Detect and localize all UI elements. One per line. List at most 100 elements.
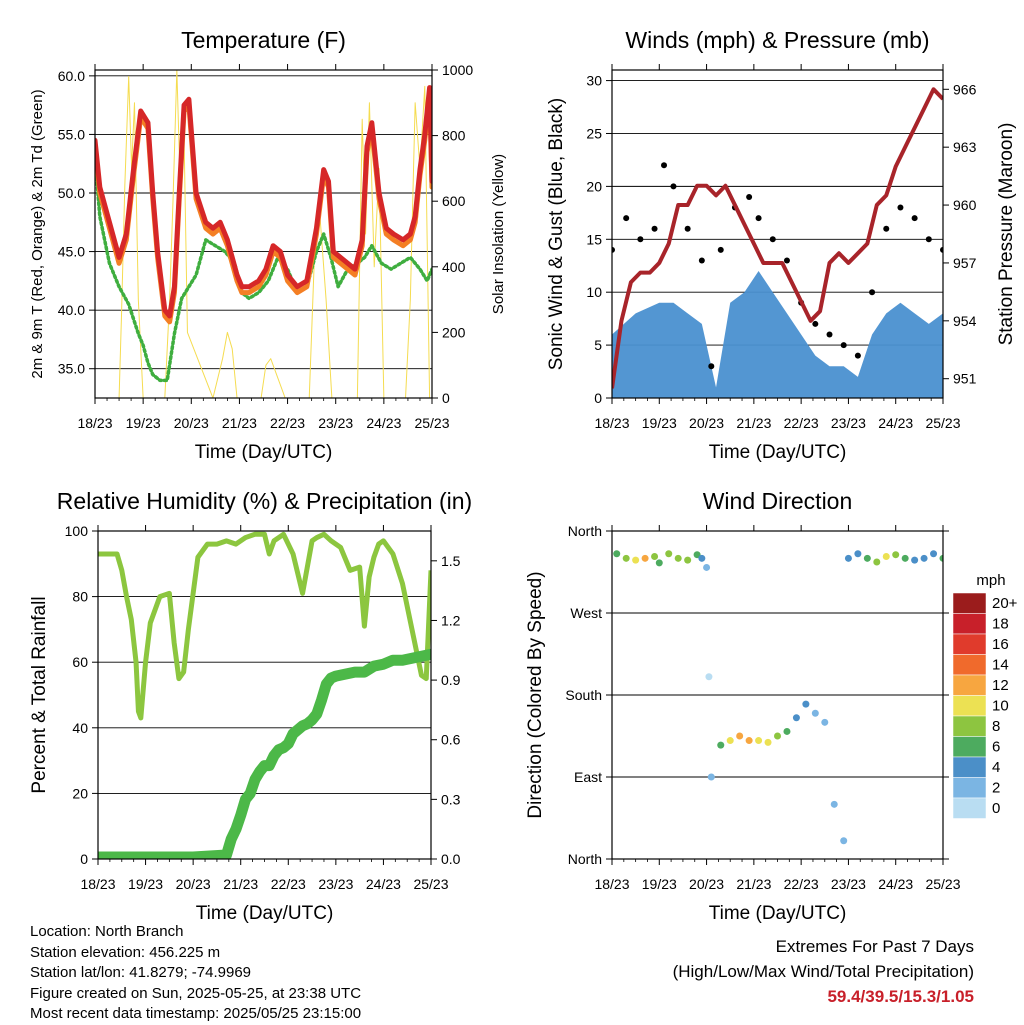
y-tick-label: North [568,523,602,539]
y-axis-label: Percent & Total Rainfall [29,596,50,793]
x-tick-label: 19/23 [126,415,161,431]
y2-tick-label: 400 [442,259,466,275]
y2-tick-label: 951 [953,371,977,387]
plot-frame [97,530,432,860]
latlon-text: Station lat/lon: 41.8279; -74.9969 [30,964,252,981]
direction-point [684,556,692,564]
direction-point [802,700,810,708]
y-tick-label: 40 [72,720,88,736]
gust-point [755,215,762,222]
chart-title: Winds (mph) & Pressure (mb) [625,27,929,53]
legend-label: 10 [992,698,1009,715]
gust-point [670,183,677,190]
x-tick-label: 20/23 [176,876,211,892]
y-tick-label: 30 [586,73,602,89]
x-tick-label: 24/23 [366,415,401,431]
x-tick-label: 24/23 [366,876,401,892]
x-tick-label: 20/23 [689,876,724,892]
plot-area [612,87,943,398]
x-tick-label: 25/23 [925,415,960,431]
extremes-values: 59.4/39.5/15.3/1.05 [827,987,974,1006]
x-tick-label: 21/23 [736,876,771,892]
legend-swatch [952,674,987,696]
y-tick-label: 35.0 [58,361,85,377]
chart-title: Wind Direction [703,488,853,514]
series-sonic-wind [612,271,943,398]
plot-area [95,70,432,398]
gust-point [746,193,753,200]
direction-point [745,737,753,745]
gust-point [612,246,615,253]
direction-point [840,837,848,845]
legend-swatch [952,613,987,635]
direction-point [703,563,711,571]
y2-tick-label: 0.0 [441,851,461,867]
direction-point [613,550,621,558]
direction-point [901,554,909,562]
station-info: Location: North Branch Station elevation… [30,922,361,1025]
y2-tick-label: 0 [442,390,450,406]
y2-tick-label: 0.9 [441,672,461,688]
series-station-pressure [612,87,943,389]
gust-point [826,331,833,338]
direction-point [830,800,838,808]
direction-point [930,550,938,558]
x-tick-label: 18/23 [594,876,629,892]
y-tick-label: South [565,687,602,703]
x-tick-label: 19/23 [642,415,677,431]
extremes-title: Extremes For Past 7 Days [775,937,974,956]
y2-tick-label: 963 [953,139,977,155]
x-tick-label: 19/23 [128,876,163,892]
legend-label: 12 [992,677,1009,694]
y-tick-label: 5 [594,337,602,353]
legend-label: 6 [992,739,1000,756]
x-tick-label: 23/23 [831,415,866,431]
direction-point [698,554,706,562]
legend-swatch [952,756,987,778]
legend-swatch [952,592,987,614]
x-tick-label: 23/23 [318,876,353,892]
y-axis-label: Sonic Wind & Gust (Blue, Black) [546,98,567,370]
gust-point [769,236,776,243]
gust-point [783,257,790,264]
x-tick-label: 23/23 [831,876,866,892]
direction-point [939,554,943,562]
legend-label: 2 [992,780,1000,797]
gust-point [684,225,691,232]
x-tick-label: 23/23 [318,415,353,431]
y-tick-label: 100 [65,523,89,539]
y2-axis-label: Station Pressure (Maroon) [996,123,1017,346]
gust-point [812,320,819,327]
x-axis-label: Time (Day/UTC) [709,903,847,924]
direction-point [774,732,781,740]
legend-swatch [952,633,987,655]
legend-swatch [952,797,987,819]
direction-point [655,559,663,567]
gust-point [698,257,705,264]
y-tick-label: East [574,769,602,785]
gust-point [661,162,668,169]
x-axis-label: Time (Day/UTC) [709,442,847,463]
x-tick-label: 18/23 [594,415,629,431]
x-tick-label: 20/23 [174,415,209,431]
direction-point [863,554,871,562]
x-tick-label: 18/23 [77,415,112,431]
direction-point [693,551,701,559]
y2-tick-label: 954 [953,313,977,329]
direction-point [665,550,673,558]
y2-tick-label: 800 [442,128,466,144]
legend-swatch [952,654,987,676]
chart-title: Relative Humidity (%) & Precipitation (i… [57,488,472,514]
gust-point [854,352,861,359]
direction-point [705,673,713,681]
y-tick-label: 25 [586,125,602,141]
y2-tick-label: 966 [953,81,977,97]
extremes-subtitle: (High/Low/Max Wind/Total Precipitation) [672,962,974,981]
y-tick-label: 50.0 [58,185,85,201]
gust-point [897,204,904,211]
gust-point [925,236,932,243]
y2-tick-label: 1.5 [441,553,461,569]
x-tick-label: 22/23 [784,876,819,892]
direction-point [717,741,725,749]
